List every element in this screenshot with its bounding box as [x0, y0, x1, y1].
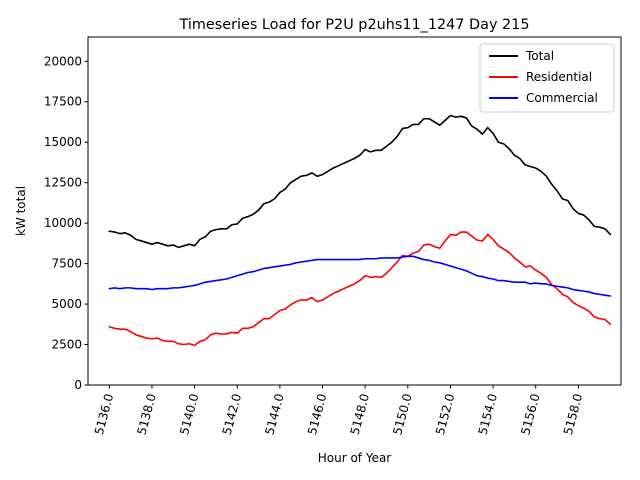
series-lines: [108, 114, 612, 347]
y-tick-label: 10000: [44, 216, 82, 230]
legend-label-commercial: Commercial: [526, 91, 598, 105]
y-tick-label: 0: [74, 378, 82, 392]
legend-box: [479, 43, 615, 113]
y-tick-label: 7500: [51, 257, 82, 271]
y-tick-label: 15000: [44, 135, 82, 149]
plot-frame: [87, 36, 622, 386]
series-line-commercial: [108, 255, 612, 297]
y-tick-label: 2500: [51, 338, 82, 352]
y-tick-label: 20000: [44, 54, 82, 68]
x-axis-title: Hour of Year: [318, 451, 392, 465]
legend-label-total: Total: [525, 49, 554, 63]
y-axis-title: kW total: [14, 186, 28, 236]
series-line-total: [108, 114, 612, 249]
y-tick-label: 17500: [44, 95, 82, 109]
y-tick-label: 12500: [44, 176, 82, 190]
y-axis-ticks: 0 2500 5000 7500 10000 12500 15000 17500 20000: [44, 54, 88, 392]
y-tick-label: 5000: [51, 297, 82, 311]
chart-title: Timeseries Load for P2U p2uhs11_1247 Day…: [179, 17, 530, 33]
series-line-residential: [108, 231, 612, 347]
legend-label-residential: Residential: [526, 70, 592, 84]
legend: Total Residential Commercial: [479, 43, 615, 113]
